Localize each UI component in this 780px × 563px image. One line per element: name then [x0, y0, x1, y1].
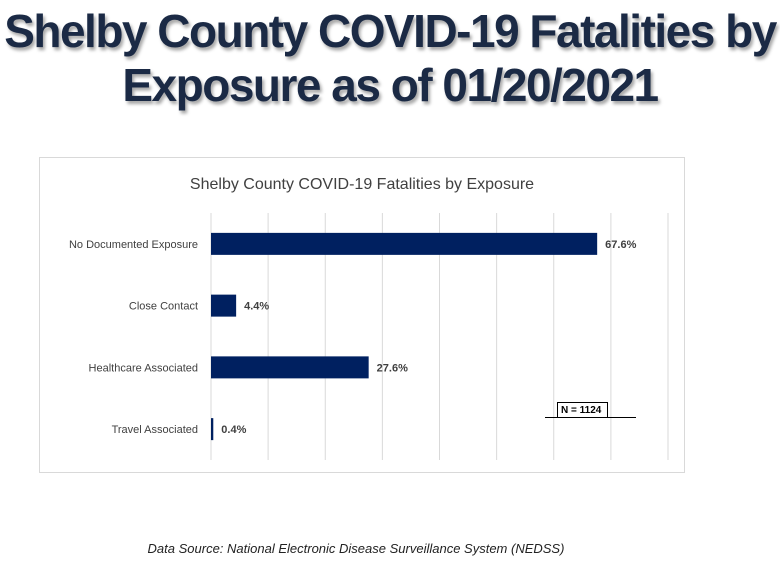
- category-label: Travel Associated: [112, 424, 198, 436]
- category-label: No Documented Exposure: [69, 239, 198, 251]
- page-title-line2: Exposure as of 01/20/2021: [122, 59, 659, 111]
- sample-size-annotation: N = 1124: [557, 402, 608, 417]
- annotation-underline: [545, 417, 636, 418]
- bar: [211, 294, 237, 317]
- category-label: Healthcare Associated: [89, 362, 198, 374]
- page-title-line1: Shelby County COVID-19 Fatalities by: [4, 5, 777, 57]
- data-source-footer: Data Source: National Electronic Disease…: [147, 541, 565, 556]
- category-label: Close Contact: [129, 301, 198, 313]
- bar-chart-plot: No Documented Exposure 67.6% Close Contact…: [69, 213, 669, 460]
- bar: [211, 418, 214, 441]
- page-title: Shelby County COVID-19 Fatalities by Exp…: [0, 4, 780, 112]
- chart-frame: Shelby County COVID-19 Fatalities by Exp…: [39, 157, 685, 473]
- chart-title: Shelby County COVID-19 Fatalities by Exp…: [189, 176, 535, 193]
- data-label: 4.4%: [244, 301, 269, 313]
- data-label: 27.6%: [377, 362, 408, 374]
- bar: [211, 232, 598, 255]
- data-label: 0.4%: [221, 424, 246, 436]
- data-label: 67.6%: [605, 239, 636, 251]
- bar: [211, 356, 369, 379]
